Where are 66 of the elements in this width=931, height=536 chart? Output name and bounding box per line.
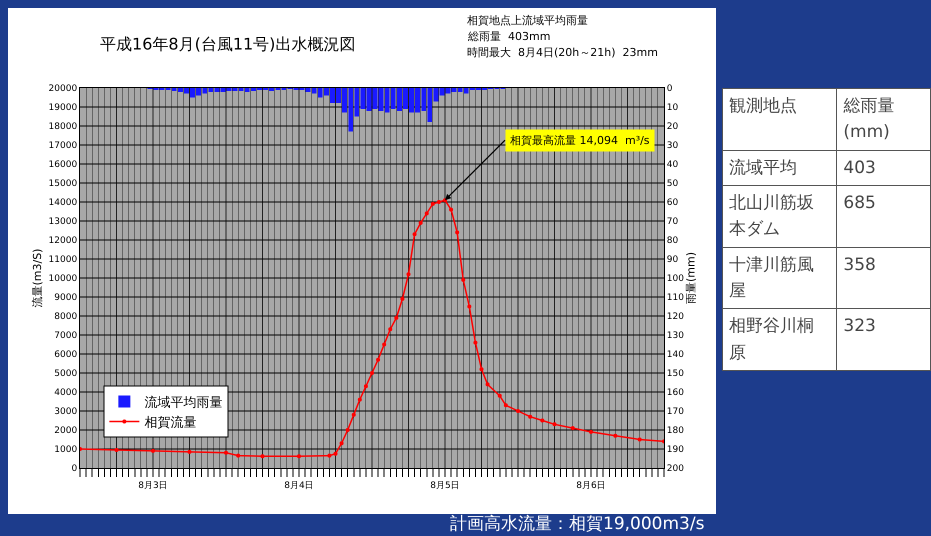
text: 相野谷川桐原	[722, 308, 837, 371]
y2-tick-label: 140	[666, 350, 684, 360]
y-tick-label: 1000	[54, 445, 78, 456]
legend-label: 相賀流量	[144, 414, 196, 431]
y-tick-label: 10000	[48, 274, 78, 284]
y2-tick-label: 150	[666, 369, 684, 380]
text: 323	[836, 308, 930, 371]
y-tick-label: 17000	[48, 141, 78, 152]
text: 観測地点	[722, 88, 837, 150]
y-tick-label: 19000	[48, 103, 78, 114]
y2-tick-label: 170	[666, 407, 684, 418]
y2-axis-title: 雨量(mm)	[684, 252, 698, 304]
text: 十津川筋風屋	[722, 247, 837, 309]
x-tick-label: 8月6日	[576, 480, 606, 491]
y2-tick-label: 190	[666, 445, 684, 456]
y-tick-label: 9000	[54, 293, 78, 304]
x-tick-label: 8月4日	[284, 480, 314, 491]
y-tick-label: 11000	[48, 255, 78, 266]
y2-tick-label: 20	[666, 122, 679, 132]
y-tick-label: 7000	[54, 331, 78, 342]
y2-tick-label: 80	[666, 236, 679, 246]
y2-tick-label: 50	[666, 179, 679, 190]
annotation: 相賀最高流量 14,094 m³/s	[510, 134, 650, 147]
y-tick-label: 0	[71, 464, 78, 474]
text: 685	[836, 186, 930, 248]
y-axis-title: 流量(m3/S)	[31, 248, 44, 308]
y2-tick-label: 70	[666, 217, 679, 228]
x-tick-label: 8月3日	[138, 480, 168, 491]
text: 総雨量(mm)	[836, 88, 930, 150]
y2-tick-label: 100	[666, 274, 684, 284]
text: 時間最大 8月4日(20h～21h) 23mm	[467, 46, 658, 59]
text: 計画高水流量：相賀19,000m3/s	[450, 513, 704, 535]
legend-label: 流域平均雨量	[144, 394, 222, 411]
y2-tick-label: 180	[666, 426, 684, 436]
y-tick-label: 15000	[48, 179, 78, 190]
text: 358	[836, 247, 930, 309]
y-tick-label: 12000	[48, 236, 78, 246]
chart-title: 平成16年8月(台風11号)出水概況図	[100, 34, 356, 54]
y2-tick-label: 200	[666, 464, 684, 474]
y-tick-label: 4000	[54, 388, 78, 398]
y2-tick-label: 0	[666, 84, 673, 94]
y-tick-label: 20000	[48, 84, 78, 94]
y2-tick-label: 110	[666, 293, 684, 304]
y2-tick-label: 130	[666, 331, 684, 342]
y2-tick-label: 160	[666, 388, 684, 398]
x-tick-label: 8月5日	[430, 480, 460, 491]
y-tick-label: 13000	[48, 217, 78, 228]
y-tick-label: 5000	[54, 369, 78, 380]
y2-tick-label: 120	[666, 312, 684, 322]
text: 相賀地点上流域平均雨量	[467, 14, 588, 27]
y2-tick-label: 10	[666, 103, 679, 114]
y-tick-label: 18000	[48, 122, 78, 132]
text: 403	[836, 150, 930, 186]
y2-tick-label: 40	[666, 160, 679, 170]
y-tick-label: 8000	[54, 312, 78, 322]
y-tick-label: 2000	[54, 426, 78, 436]
y-tick-label: 16000	[48, 160, 78, 170]
y2-tick-label: 90	[666, 255, 679, 266]
y-tick-label: 3000	[54, 407, 78, 418]
text: 流域平均	[722, 150, 837, 186]
y-tick-label: 14000	[48, 198, 78, 208]
text: 総雨量 403mm	[467, 30, 550, 43]
y-tick-label: 6000	[54, 350, 78, 360]
text: 北山川筋坂本ダム	[722, 186, 837, 248]
y2-tick-label: 60	[666, 198, 679, 208]
y2-tick-label: 30	[666, 141, 679, 152]
